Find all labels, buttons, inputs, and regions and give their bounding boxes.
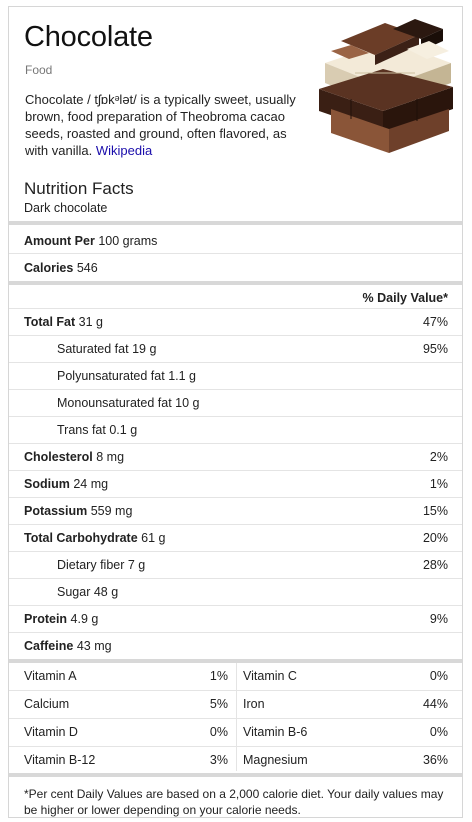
nutrient-row: Sodium 24 mg 1%: [9, 470, 462, 497]
nutrient-row: Trans fat 0.1 g: [9, 416, 462, 443]
vitamin-daily-value: 3%: [209, 753, 228, 767]
nutrient-row: Sugar 48 g: [9, 578, 462, 605]
nutrient-amount: 48 g: [93, 585, 119, 599]
nutrient-name: Total Carbohydrate: [24, 531, 138, 545]
nutrient-name: Polyunsaturated fat: [57, 369, 165, 383]
vitamin-daily-value: 0%: [429, 725, 448, 739]
nutrient-amount: 61 g: [141, 531, 166, 545]
nutrient-rows: Total Fat 31 g 47% Saturated fat 19 g 95% Po…: [9, 308, 462, 659]
nutrient-row: Protein 4.9 g 9%: [9, 605, 462, 632]
wikipedia-link[interactable]: Wikipedia: [95, 143, 153, 158]
nutrient-amount: 8 mg: [96, 450, 125, 464]
vitamin-row: Vitamin B-12 3% Magnesium 36%: [9, 746, 462, 774]
nutrient-amount: 559 mg: [90, 504, 133, 518]
daily-value-header: % Daily Value*: [362, 291, 448, 305]
vitamins-divider: [236, 663, 237, 771]
nutrient-name: Sugar: [57, 585, 91, 599]
nutrient-name: Potassium: [24, 504, 88, 518]
knowledge-panel: Chocolate Food Chocolate / tʃɒkᵊlət/ is …: [8, 6, 463, 818]
chocolate-image[interactable]: [311, 11, 459, 157]
calories-label: Calories: [24, 261, 74, 275]
footnote: *Per cent Daily Values are based on a 2,…: [24, 787, 444, 817]
vitamin-daily-value: 1%: [209, 669, 228, 683]
nutrient-daily-value: 28%: [422, 558, 448, 572]
nutrient-row: Polyunsaturated fat 1.1 g: [9, 362, 462, 389]
calories-row: Calories 546: [9, 253, 462, 281]
vitamins-table: Vitamin A 1% Vitamin C 0% Calcium 5% Iron 44% Vi…: [9, 659, 462, 774]
vitamin-name: Vitamin B-6: [243, 725, 308, 739]
nutrition-table: Amount Per 100 grams Calories 546 % Dail…: [9, 221, 462, 659]
amount-label: Amount Per: [24, 234, 95, 248]
panel-header: Chocolate Food Chocolate / tʃɒkᵊlət/ is …: [9, 7, 462, 175]
nutrient-amount: 31 g: [78, 315, 103, 329]
nutrient-amount: 1.1 g: [168, 369, 197, 383]
entity-type: Food: [25, 63, 53, 77]
nutrient-daily-value: 47%: [422, 315, 448, 329]
calories-value: 546: [76, 261, 98, 275]
nutrient-daily-value: 9%: [429, 612, 448, 626]
amount-value: 100 grams: [98, 234, 158, 248]
vitamin-daily-value: 36%: [422, 753, 448, 767]
nutrient-name: Trans fat: [57, 423, 106, 437]
nutrient-row: Dietary fiber 7 g 28%: [9, 551, 462, 578]
vitamin-row: Vitamin D 0% Vitamin B-6 0%: [9, 718, 462, 746]
vitamin-name: Magnesium: [243, 753, 308, 767]
nutrient-daily-value: 95%: [422, 342, 448, 356]
footnote-section: *Per cent Daily Values are based on a 2,…: [9, 773, 462, 818]
vitamin-daily-value: 0%: [429, 669, 448, 683]
vitamin-daily-value: 44%: [422, 697, 448, 711]
nutrient-name: Cholesterol: [24, 450, 93, 464]
daily-value-header-row: % Daily Value*: [9, 281, 462, 308]
nutrient-name: Monounsaturated fat: [57, 396, 172, 410]
vitamin-name: Vitamin D: [24, 725, 78, 739]
nutrient-name: Sodium: [24, 477, 70, 491]
nutrient-daily-value: 1%: [429, 477, 448, 491]
vitamin-rows: Vitamin A 1% Vitamin C 0% Calcium 5% Iron 44% Vi…: [9, 663, 462, 774]
nutrient-name: Total Fat: [24, 315, 76, 329]
nutrient-amount: 19 g: [132, 342, 157, 356]
nutrient-amount: 24 mg: [73, 477, 109, 491]
vitamin-daily-value: 0%: [209, 725, 228, 739]
vitamin-daily-value: 5%: [209, 697, 228, 711]
vitamin-name: Vitamin C: [243, 669, 297, 683]
nutrition-variant: Dark chocolate: [24, 201, 108, 215]
nutrient-daily-value: 2%: [429, 450, 448, 464]
nutrient-daily-value: 20%: [422, 531, 448, 545]
nutrient-name: Caffeine: [24, 639, 74, 653]
vitamin-name: Vitamin A: [24, 669, 77, 683]
description-text: Chocolate / tʃɒkᵊlət/ is a typically swe…: [25, 92, 296, 158]
nutrient-row: Saturated fat 19 g 95%: [9, 335, 462, 362]
nutrient-row: Monounsaturated fat 10 g: [9, 389, 462, 416]
nutrient-row: Potassium 559 mg 15%: [9, 497, 462, 524]
nutrient-row: Caffeine 43 mg: [9, 632, 462, 659]
nutrient-amount: 43 mg: [76, 639, 112, 653]
vitamin-name: Vitamin B-12: [24, 753, 96, 767]
nutrient-amount: 0.1 g: [109, 423, 138, 437]
nutrition-facts-title: Nutrition Facts: [24, 179, 134, 198]
page-title: Chocolate: [24, 21, 153, 53]
nutrient-name: Saturated fat: [57, 342, 129, 356]
nutrient-name: Protein: [24, 612, 68, 626]
nutrient-row: Total Carbohydrate 61 g 20%: [9, 524, 462, 551]
nutrient-amount: 7 g: [127, 558, 146, 572]
amount-row: Amount Per 100 grams: [9, 221, 462, 253]
nutrient-row: Cholesterol 8 mg 2%: [9, 443, 462, 470]
nutrient-row: Total Fat 31 g 47%: [9, 308, 462, 335]
nutrient-daily-value: 15%: [422, 504, 448, 518]
description: Chocolate / tʃɒkᵊlət/ is a typically swe…: [25, 91, 310, 159]
vitamin-name: Calcium: [24, 697, 70, 711]
vitamin-row: Vitamin A 1% Vitamin C 0%: [9, 663, 462, 690]
nutrient-amount: 4.9 g: [70, 612, 99, 626]
nutrient-name: Dietary fiber: [57, 558, 125, 572]
vitamin-name: Iron: [243, 697, 265, 711]
nutrient-amount: 10 g: [175, 396, 200, 410]
vitamin-row: Calcium 5% Iron 44%: [9, 690, 462, 718]
